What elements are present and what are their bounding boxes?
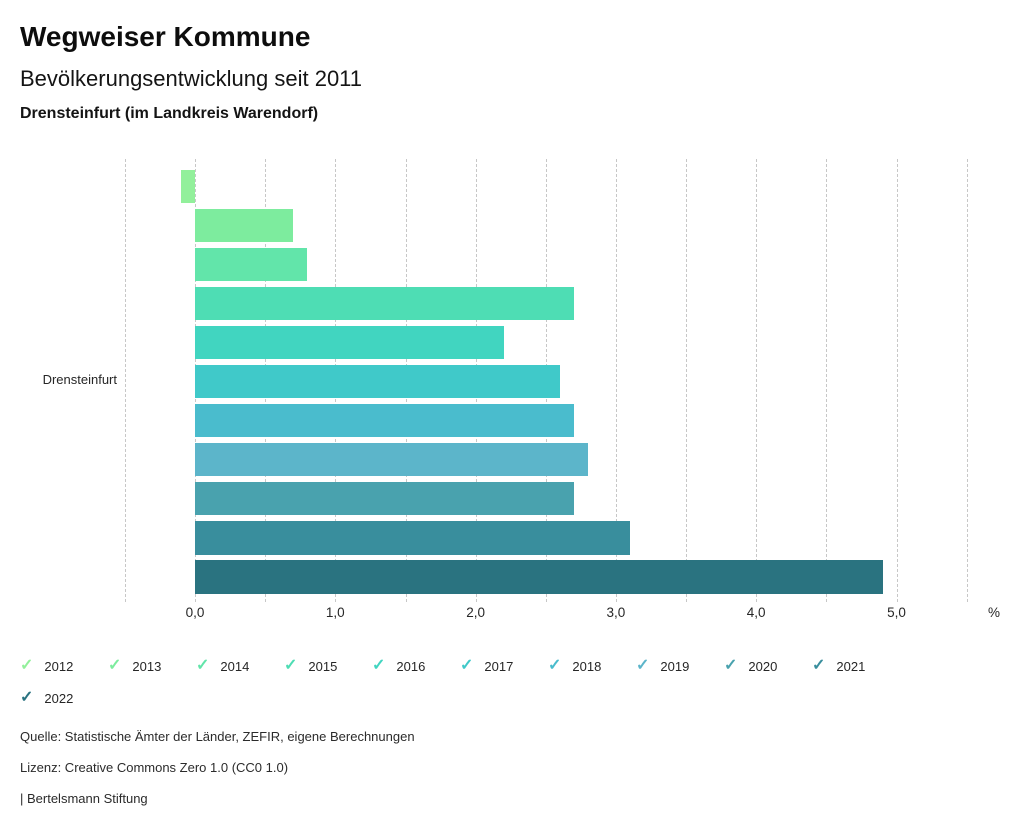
bar-2014[interactable] — [195, 247, 308, 282]
chart-title: Bevölkerungsentwicklung seit 2011 — [20, 66, 363, 91]
legend-item-label: 2014 — [220, 658, 250, 674]
legend-item-2022[interactable]: ✓ 2022 — [20, 682, 108, 714]
x-tick-label: 2,0 — [466, 605, 485, 620]
bar-2018[interactable] — [195, 403, 574, 438]
checkmark-icon: ✓ — [460, 657, 474, 674]
legend-item-label: 2013 — [132, 658, 162, 674]
bar-2022[interactable] — [195, 560, 883, 594]
legend-item-2019[interactable]: ✓ 2019 — [636, 650, 724, 682]
gridline — [124, 159, 126, 602]
x-tick-label: 4,0 — [746, 605, 766, 620]
legend-item-label: 2016 — [396, 658, 426, 674]
checkmark-icon: ✓ — [372, 657, 386, 674]
checkmark-icon: ✓ — [724, 657, 738, 674]
license-note: Lizenz: Creative Commons Zero 1.0 (CC0 1… — [20, 760, 289, 775]
bar-2020[interactable] — [195, 481, 574, 516]
y-axis-category-label: Drensteinfurt — [42, 372, 117, 387]
legend-item-label: 2015 — [308, 658, 338, 674]
source-note: Quelle: Statistische Ämter der Länder, Z… — [20, 729, 415, 744]
legend-item-2014[interactable]: ✓ 2014 — [196, 650, 284, 682]
legend-item-label: 2018 — [572, 658, 602, 674]
legend-item-2016[interactable]: ✓ 2016 — [372, 650, 460, 682]
legend-item-label: 2019 — [660, 658, 690, 674]
legend-item-2012[interactable]: ✓ 2012 — [20, 650, 108, 682]
bar-2013[interactable] — [195, 208, 294, 243]
legend-item-label: 2017 — [484, 658, 514, 674]
bar-2015[interactable] — [195, 286, 574, 321]
checkmark-icon: ✓ — [20, 689, 34, 706]
bar-2017[interactable] — [195, 364, 560, 399]
x-tick-label: 0,0 — [185, 605, 205, 620]
x-axis-unit-label: % — [987, 605, 1000, 620]
checkmark-icon: ✓ — [20, 657, 34, 674]
legend-item-2020[interactable]: ✓ 2020 — [724, 650, 812, 682]
chart-region-subtitle: Drensteinfurt (im Landkreis Warendorf) — [20, 105, 319, 122]
x-tick-label: 3,0 — [606, 605, 626, 620]
gridline — [615, 159, 617, 602]
gridline — [686, 159, 688, 602]
chart-legend: ✓ 2012 ✓ 2013 ✓ 2014 ✓ 2015 ✓ 2016 ✓ 2017 ✓ 2018 ✓ 2019… — [20, 650, 900, 714]
bar-2012[interactable] — [181, 169, 195, 203]
x-tick-label: 5,0 — [887, 605, 906, 620]
gridline — [966, 159, 968, 602]
x-tick-label: 1,0 — [325, 605, 345, 620]
legend-item-label: 2022 — [44, 690, 74, 706]
legend-item-2013[interactable]: ✓ 2013 — [108, 650, 196, 682]
legend-item-label: 2012 — [44, 658, 74, 674]
checkmark-icon: ✓ — [108, 657, 122, 674]
checkmark-icon: ✓ — [812, 657, 826, 674]
legend-item-label: 2020 — [748, 658, 778, 674]
legend-item-2017[interactable]: ✓ 2017 — [460, 650, 548, 682]
legend-item-2021[interactable]: ✓ 2021 — [812, 650, 900, 682]
bar-2016[interactable] — [195, 325, 504, 360]
bar-2019[interactable] — [195, 442, 588, 477]
attribution-note: | Bertelsmann Stiftung — [20, 791, 148, 806]
checkmark-icon: ✓ — [548, 657, 562, 674]
gridline — [756, 159, 758, 602]
bar-2021[interactable] — [195, 521, 630, 555]
legend-item-2015[interactable]: ✓ 2015 — [284, 650, 372, 682]
legend-item-label: 2021 — [836, 658, 866, 674]
legend-item-2018[interactable]: ✓ 2018 — [548, 650, 636, 682]
checkmark-icon: ✓ — [636, 657, 650, 674]
gridline — [896, 159, 898, 602]
gridline — [826, 159, 828, 602]
checkmark-icon: ✓ — [196, 657, 210, 674]
page-title: Wegweiser Kommune — [20, 21, 311, 52]
checkmark-icon: ✓ — [284, 657, 298, 674]
